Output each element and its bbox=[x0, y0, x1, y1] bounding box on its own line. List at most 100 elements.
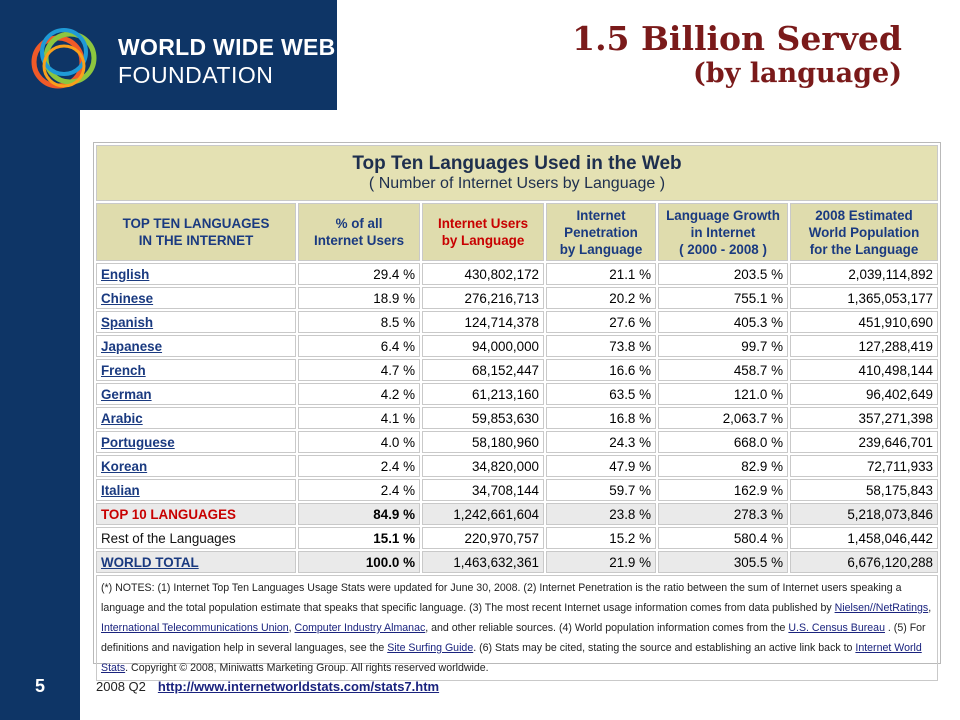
language-link[interactable]: Italian bbox=[101, 482, 140, 498]
rest-population: 1,458,046,442 bbox=[790, 527, 938, 549]
table-row-world-total: WORLD TOTAL 100.0 % 1,463,632,361 21.9 %… bbox=[96, 551, 938, 573]
users-cell: 34,820,000 bbox=[422, 455, 544, 477]
languages-table: Top Ten Languages Used in the Web ( Numb… bbox=[93, 142, 941, 681]
penetration-cell: 24.3 % bbox=[546, 431, 656, 453]
language-link[interactable]: Portuguese bbox=[101, 434, 175, 450]
logo-text-line2: FOUNDATION bbox=[118, 62, 274, 88]
top10-growth: 278.3 % bbox=[658, 503, 788, 525]
table-row-rest: Rest of the Languages 15.1 % 220,970,757… bbox=[96, 527, 938, 549]
population-cell: 72,711,933 bbox=[790, 455, 938, 477]
population-cell: 451,910,690 bbox=[790, 311, 938, 333]
table-row: Italian 2.4 % 34,708,144 59.7 % 162.9 % 58,17… bbox=[96, 479, 938, 501]
language-link[interactable]: German bbox=[101, 386, 152, 402]
language-cell: Japanese bbox=[96, 335, 296, 357]
population-cell: 357,271,398 bbox=[790, 407, 938, 429]
growth-cell: 203.5 % bbox=[658, 263, 788, 285]
population-cell: 239,646,701 bbox=[790, 431, 938, 453]
penetration-cell: 21.1 % bbox=[546, 263, 656, 285]
population-cell: 96,402,649 bbox=[790, 383, 938, 405]
source-link[interactable]: http://www.internetworldstats.com/stats7… bbox=[157, 679, 440, 694]
language-link[interactable]: French bbox=[101, 362, 146, 378]
population-cell: 127,288,419 bbox=[790, 335, 938, 357]
iws-link[interactable]: Internet World Stats bbox=[101, 642, 922, 674]
language-cell: Arabic bbox=[96, 407, 296, 429]
world-penetration: 21.9 % bbox=[546, 551, 656, 573]
penetration-cell: 59.7 % bbox=[546, 479, 656, 501]
census-link[interactable]: U.S. Census Bureau bbox=[788, 622, 885, 634]
growth-cell: 82.9 % bbox=[658, 455, 788, 477]
language-link[interactable]: Japanese bbox=[101, 338, 163, 354]
growth-cell: 458.7 % bbox=[658, 359, 788, 381]
table-title: Top Ten Languages Used in the Web bbox=[352, 153, 682, 174]
language-link[interactable]: English bbox=[101, 266, 150, 282]
users-cell: 276,216,713 bbox=[422, 287, 544, 309]
table-title-cell: Top Ten Languages Used in the Web ( Numb… bbox=[96, 145, 938, 201]
logo-text-line1: WORLD WIDE WEB bbox=[118, 34, 336, 60]
slide-title-line2: (by language) bbox=[693, 57, 902, 89]
pct-cell: 4.7 % bbox=[298, 359, 420, 381]
table-row: French 4.7 % 68,152,447 16.6 % 458.7 % 410,49… bbox=[96, 359, 938, 381]
rest-pct: 15.1 % bbox=[298, 527, 420, 549]
language-link[interactable]: Arabic bbox=[101, 410, 143, 426]
rest-users: 220,970,757 bbox=[422, 527, 544, 549]
surfing-guide-link[interactable]: Site Surfing Guide bbox=[387, 642, 474, 654]
language-cell: Chinese bbox=[96, 287, 296, 309]
top10-penetration: 23.8 % bbox=[546, 503, 656, 525]
world-total-link[interactable]: WORLD TOTAL bbox=[101, 554, 199, 570]
world-users: 1,463,632,361 bbox=[422, 551, 544, 573]
table-row: German 4.2 % 61,213,160 63.5 % 121.0 % 96,402… bbox=[96, 383, 938, 405]
users-cell: 34,708,144 bbox=[422, 479, 544, 501]
rest-growth: 580.4 % bbox=[658, 527, 788, 549]
language-cell: Korean bbox=[96, 455, 296, 477]
slide-title: 1.5 Billion Served (by language) bbox=[572, 20, 902, 89]
growth-cell: 121.0 % bbox=[658, 383, 788, 405]
penetration-cell: 27.6 % bbox=[546, 311, 656, 333]
table-row: Korean 2.4 % 34,820,000 47.9 % 82.9 % 72,711,… bbox=[96, 455, 938, 477]
table-subtitle: ( Number of Internet Users by Language ) bbox=[368, 175, 666, 192]
column-header-language: TOP TEN LANGUAGES IN THE INTERNET bbox=[96, 203, 296, 261]
language-cell: Spanish bbox=[96, 311, 296, 333]
pct-cell: 8.5 % bbox=[298, 311, 420, 333]
page-number: 5 bbox=[34, 676, 45, 696]
cia-link[interactable]: Computer Industry Almanac bbox=[294, 622, 426, 634]
rest-label: Rest of the Languages bbox=[96, 527, 296, 549]
users-cell: 61,213,160 bbox=[422, 383, 544, 405]
penetration-cell: 73.8 % bbox=[546, 335, 656, 357]
rest-penetration: 15.2 % bbox=[546, 527, 656, 549]
language-cell: French bbox=[96, 359, 296, 381]
penetration-cell: 16.6 % bbox=[546, 359, 656, 381]
language-link[interactable]: Chinese bbox=[101, 290, 154, 306]
population-cell: 2,039,114,892 bbox=[790, 263, 938, 285]
table-notes: (*) NOTES: (1) Internet Top Ten Language… bbox=[96, 575, 938, 681]
column-header-growth: Language Growth in Internet( 2000 - 2008 … bbox=[658, 203, 788, 261]
pct-cell: 18.9 % bbox=[298, 287, 420, 309]
language-cell: English bbox=[96, 263, 296, 285]
users-cell: 94,000,000 bbox=[422, 335, 544, 357]
users-cell: 124,714,378 bbox=[422, 311, 544, 333]
nielsen-link[interactable]: Nielsen//NetRatings bbox=[834, 602, 929, 614]
growth-cell: 405.3 % bbox=[658, 311, 788, 333]
users-cell: 59,853,630 bbox=[422, 407, 544, 429]
world-growth: 305.5 % bbox=[658, 551, 788, 573]
footer-label: 2008 Q2 bbox=[96, 679, 146, 694]
population-cell: 58,175,843 bbox=[790, 479, 938, 501]
slide-title-line1: 1.5 Billion Served bbox=[572, 19, 902, 58]
penetration-cell: 47.9 % bbox=[546, 455, 656, 477]
population-cell: 410,498,144 bbox=[790, 359, 938, 381]
world-pct: 100.0 % bbox=[298, 551, 420, 573]
language-link[interactable]: Korean bbox=[101, 458, 148, 474]
table-row: Arabic 4.1 % 59,853,630 16.8 % 2,063.7 % 357,… bbox=[96, 407, 938, 429]
sidebar-band bbox=[0, 0, 80, 720]
language-link[interactable]: Spanish bbox=[101, 314, 154, 330]
top10-population: 5,218,073,846 bbox=[790, 503, 938, 525]
foundation-logo-icon bbox=[31, 28, 97, 89]
table-row: Chinese 18.9 % 276,216,713 20.2 % 755.1 % 1,3… bbox=[96, 287, 938, 309]
footer: 2008 Q2 http://www.internetworldstats.com… bbox=[96, 679, 439, 694]
users-cell: 68,152,447 bbox=[422, 359, 544, 381]
column-header-users: Internet Users by Language bbox=[422, 203, 544, 261]
itu-link[interactable]: International Telecommunications Union bbox=[101, 622, 289, 634]
users-cell: 58,180,960 bbox=[422, 431, 544, 453]
column-header-population: 2008 Estimated World Population for the La… bbox=[790, 203, 938, 261]
penetration-cell: 16.8 % bbox=[546, 407, 656, 429]
pct-cell: 2.4 % bbox=[298, 479, 420, 501]
